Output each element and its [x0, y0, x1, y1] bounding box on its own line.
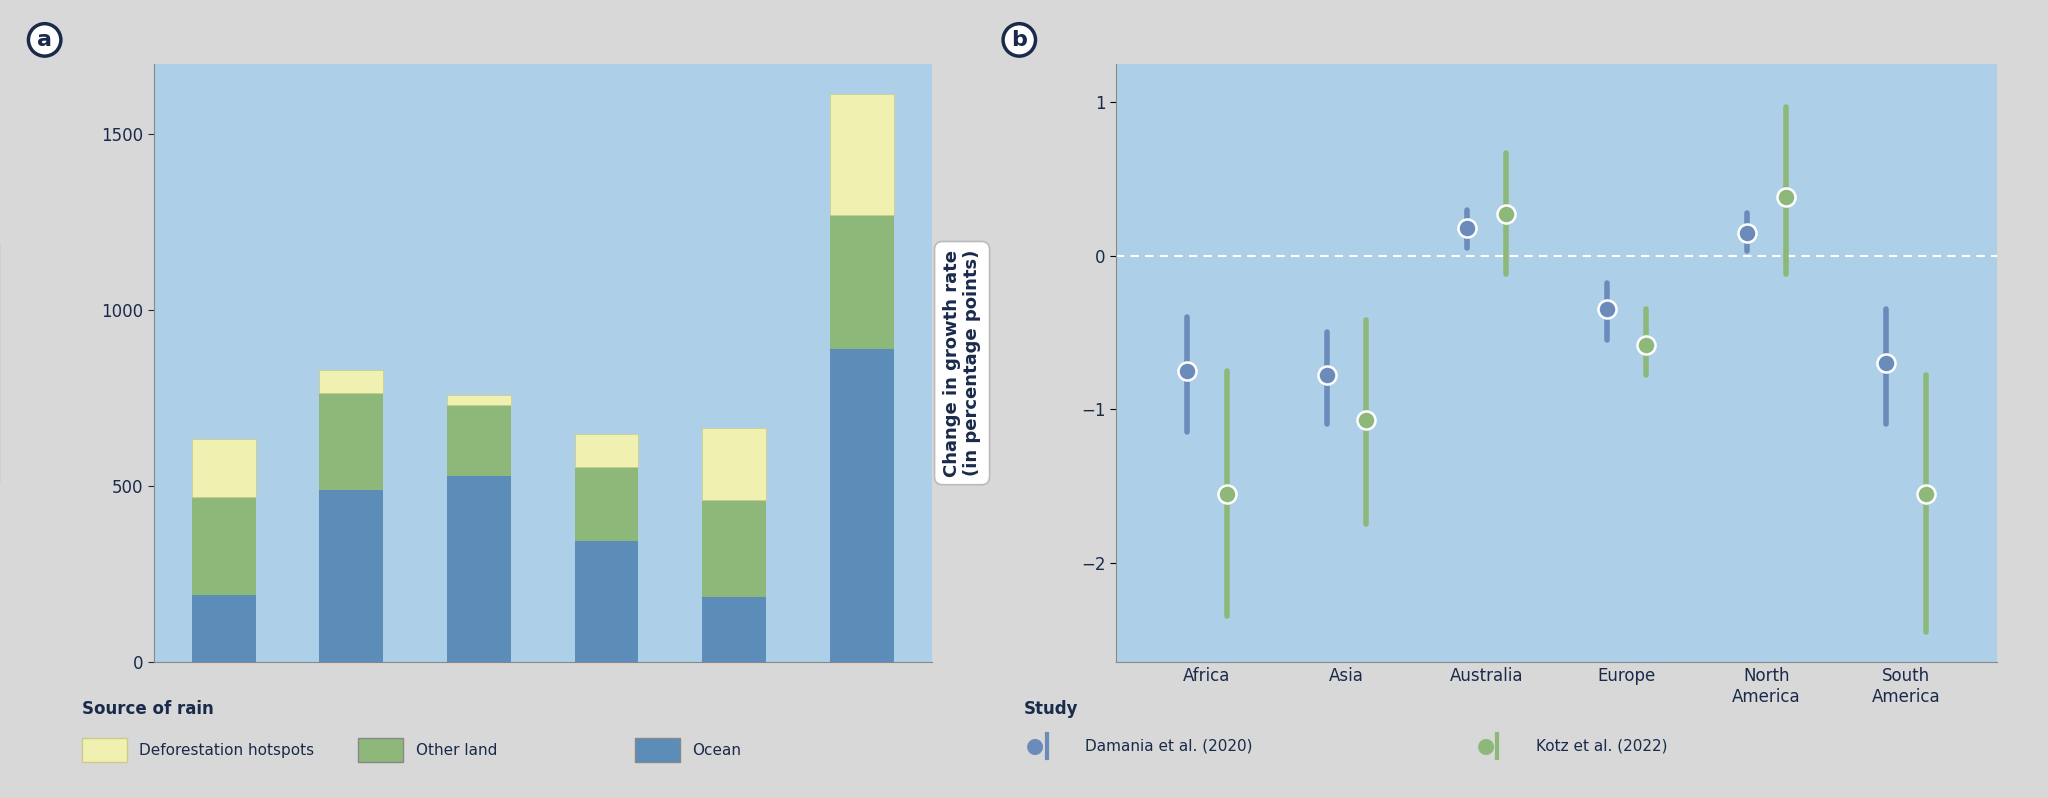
- Bar: [193, 497, 256, 595]
- Bar: [319, 370, 383, 393]
- Bar: [829, 215, 893, 349]
- Bar: [829, 93, 893, 215]
- Bar: [702, 429, 766, 500]
- Text: ●: ●: [1477, 736, 1495, 757]
- Bar: [193, 595, 256, 662]
- Bar: [446, 405, 510, 476]
- Bar: [575, 541, 639, 662]
- Text: ●: ●: [1026, 736, 1044, 757]
- Bar: [319, 393, 383, 490]
- Text: Other land: Other land: [416, 743, 498, 757]
- Text: Deforestation hotspots: Deforestation hotspots: [139, 743, 315, 757]
- Bar: [446, 395, 510, 405]
- Bar: [193, 439, 256, 497]
- Bar: [575, 467, 639, 541]
- Text: Change in growth rate
(in percentage points): Change in growth rate (in percentage poi…: [942, 250, 981, 476]
- Bar: [829, 349, 893, 662]
- Text: a: a: [37, 30, 51, 50]
- Bar: [446, 476, 510, 662]
- Text: Ocean: Ocean: [692, 743, 741, 757]
- Text: Kotz et al. (2022): Kotz et al. (2022): [1536, 739, 1667, 753]
- Bar: [702, 500, 766, 597]
- Bar: [702, 597, 766, 662]
- Text: Study: Study: [1024, 700, 1079, 718]
- Text: b: b: [1012, 30, 1028, 50]
- Bar: [575, 433, 639, 467]
- Bar: [319, 490, 383, 662]
- Text: Source of rain: Source of rain: [82, 700, 213, 718]
- Text: Damania et al. (2020): Damania et al. (2020): [1085, 739, 1253, 753]
